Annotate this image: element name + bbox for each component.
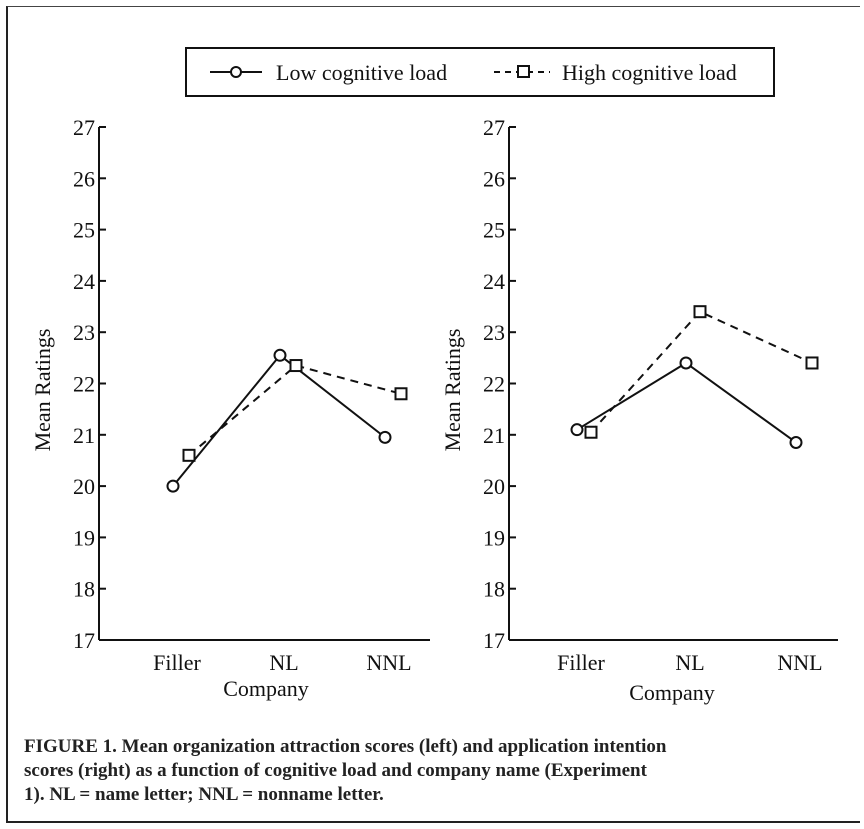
x-axis-label: Company (629, 680, 715, 705)
x-tick-label: Filler (153, 650, 201, 675)
series-line-high-cognitive-load (590, 310, 813, 433)
data-point-high-nnl (805, 356, 819, 370)
y-tick-label: 18 (73, 577, 95, 602)
data-point-high-filler (584, 425, 598, 439)
caption-line-2: scores (right) as a function of cognitiv… (24, 760, 647, 781)
y-tick-label: 26 (73, 166, 95, 191)
y-tick-label: 26 (483, 166, 505, 191)
data-point-low-nl (679, 356, 693, 370)
y-axis-label: Mean Ratings (440, 329, 465, 452)
data-point-high-nl (693, 305, 707, 319)
series-group (570, 305, 819, 449)
y-tick-label: 19 (73, 525, 95, 550)
x-tick-label: NL (269, 650, 298, 675)
y-tick-label: 25 (73, 218, 95, 243)
data-point-low-nl (273, 348, 287, 362)
figure-frame (6, 6, 860, 823)
y-tick-label: 19 (483, 525, 505, 550)
figure-caption: FIGURE 1. Mean organization attraction s… (24, 735, 844, 807)
data-point-high-nnl (394, 387, 408, 401)
data-point-high-filler (182, 448, 196, 462)
y-tick-label: 24 (483, 269, 505, 294)
legend-low-label: Low cognitive load (276, 60, 447, 85)
data-point-low-filler (570, 423, 584, 437)
legend-box (185, 47, 775, 97)
y-tick-label: 27 (73, 115, 95, 140)
chart-canvas: Low cognitive load High cognitive load 1… (30, 47, 838, 705)
x-ticks: Filler NL NNL (153, 650, 411, 675)
legend-high-label: High cognitive load (562, 60, 737, 85)
legend-low-marker (230, 66, 242, 78)
y-tick-label: 22 (483, 372, 505, 397)
legend: Low cognitive load High cognitive load (185, 47, 775, 97)
caption-line-3: 1). NL = name letter; NNL = nonname lett… (24, 784, 384, 805)
x-ticks: Filler NL NNL (557, 650, 822, 675)
y-tick-label: 27 (483, 115, 505, 140)
y-tick-label: 17 (483, 628, 505, 653)
y-tick-label: 20 (483, 474, 505, 499)
caption-line-1: FIGURE 1. Mean organization attraction s… (24, 736, 667, 757)
y-tick-label: 17 (73, 628, 95, 653)
series-group (166, 348, 408, 493)
data-point-low-nnl (789, 435, 803, 449)
data-point-high-nl (289, 359, 303, 373)
data-point-low-nnl (378, 430, 392, 444)
y-tick-label: 24 (73, 269, 95, 294)
y-tick-label: 22 (73, 372, 95, 397)
x-tick-label: NNL (777, 650, 822, 675)
y-tick-label: 23 (73, 320, 95, 345)
data-point-low-filler (166, 479, 180, 493)
legend-high-marker (517, 65, 530, 78)
y-tick-label: 21 (483, 423, 505, 448)
y-tick-label: 20 (73, 474, 95, 499)
y-ticks: 17 18 19 20 21 22 23 24 25 26 27 (483, 115, 516, 653)
series-line-high-cognitive-load (188, 364, 402, 457)
x-tick-label: NNL (366, 650, 411, 675)
y-ticks: 17 18 19 20 21 22 23 24 25 26 27 (73, 115, 106, 653)
y-tick-label: 25 (483, 218, 505, 243)
y-tick-label: 18 (483, 577, 505, 602)
x-axis-label: Company (223, 676, 309, 701)
chart-left-organization-attraction: 17 18 19 20 21 22 23 24 25 26 27 Filler NL NNL Mean … (30, 115, 430, 701)
y-axis-label: Mean Ratings (30, 329, 55, 452)
x-tick-label: Filler (557, 650, 605, 675)
y-tick-label: 23 (483, 320, 505, 345)
chart-right-application-intention: 17 18 19 20 21 22 23 24 25 26 27 Filler NL NNL Mean … (440, 115, 838, 705)
y-tick-label: 21 (73, 423, 95, 448)
x-tick-label: NL (675, 650, 704, 675)
